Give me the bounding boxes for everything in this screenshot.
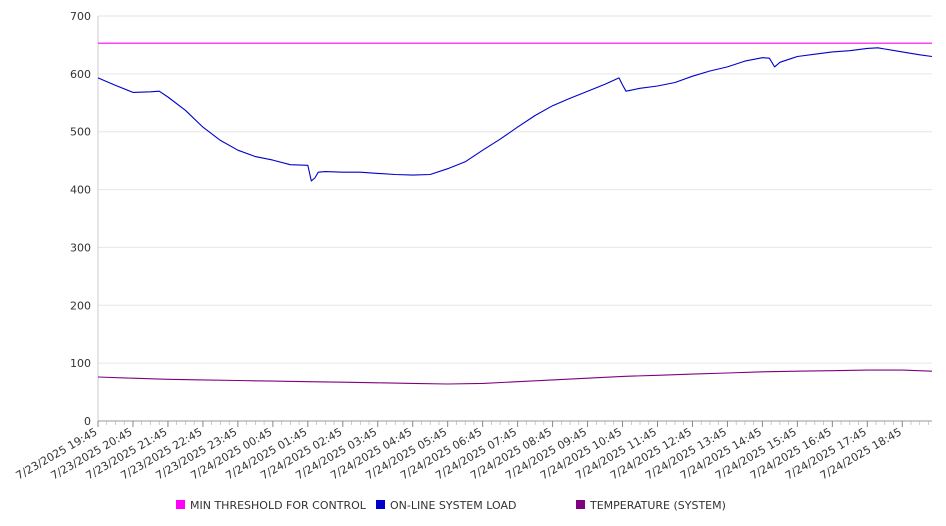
y-tick-label: 700 <box>70 10 91 23</box>
y-tick-label: 200 <box>70 299 91 312</box>
y-tick-label: 100 <box>70 357 91 370</box>
y-tick-label: 600 <box>70 68 91 81</box>
series-line-3 <box>97 369 933 385</box>
gridlines <box>98 15 932 364</box>
legend-label: ON-LINE SYSTEM LOAD <box>390 499 516 512</box>
legend-label: MIN THRESHOLD FOR CONTROL <box>190 499 367 512</box>
y-tick-label: 400 <box>70 184 91 197</box>
series-line-2 <box>97 47 933 182</box>
legend-swatch <box>576 500 585 509</box>
legend: MIN THRESHOLD FOR CONTROL ON-LINE SYSTEM … <box>176 499 726 512</box>
legend-swatch <box>376 500 385 509</box>
y-tick-label: 500 <box>70 126 91 139</box>
y-tick-label: 0 <box>84 415 91 428</box>
axes <box>97 16 932 427</box>
legend-swatch <box>176 500 185 509</box>
series-lines <box>97 42 933 385</box>
y-tick-label: 300 <box>70 241 91 254</box>
legend-label: TEMPERATURE (SYSTEM) <box>589 499 726 512</box>
